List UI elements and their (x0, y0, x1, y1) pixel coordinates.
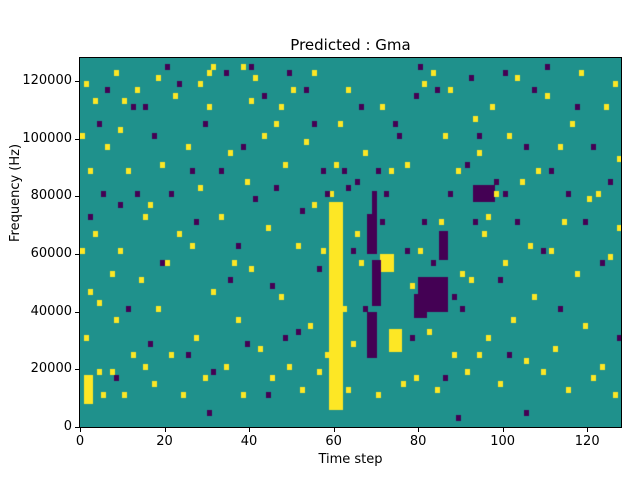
heatmap-canvas (80, 58, 621, 427)
y-tick-label: 80000 (30, 188, 72, 204)
x-tick-mark (418, 428, 420, 432)
y-tick-mark (75, 311, 79, 313)
x-tick-mark (502, 428, 504, 432)
y-tick-mark (75, 254, 79, 256)
y-tick-mark (75, 138, 79, 140)
y-tick-mark (75, 196, 79, 198)
x-tick-label: 80 (409, 434, 427, 449)
plot-area (79, 57, 622, 428)
x-tick-mark (587, 428, 589, 432)
y-tick-label: 0 (63, 419, 72, 434)
x-tick-label: 20 (156, 434, 173, 449)
x-tick-label: 0 (75, 434, 85, 449)
y-tick-label: 120000 (22, 73, 72, 89)
x-tick-label: 100 (490, 434, 516, 449)
x-tick-mark (164, 428, 166, 432)
x-tick-label: 60 (325, 434, 342, 449)
x-tick-mark (333, 428, 335, 432)
y-tick-label: 100000 (22, 130, 72, 146)
y-tick-label: 60000 (30, 246, 72, 262)
x-tick-label: 40 (240, 434, 258, 449)
y-tick-mark (75, 81, 79, 83)
x-axis-label: Time step (318, 452, 383, 467)
y-tick-mark (75, 369, 79, 371)
x-tick-mark (80, 428, 81, 432)
chart-title: Predicted : Gma (290, 36, 411, 54)
y-tick-mark (75, 427, 79, 428)
x-tick-label: 120 (574, 434, 600, 449)
x-tick-mark (249, 428, 251, 432)
y-tick-label: 20000 (30, 361, 72, 377)
y-tick-label: 40000 (30, 303, 72, 319)
